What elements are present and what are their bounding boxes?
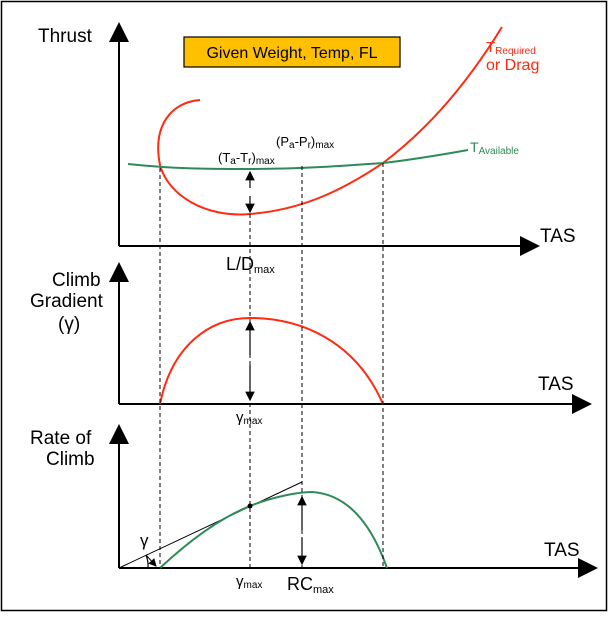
- thrust-panel: Thrust TAS Given Weight, Temp, FL TRequi…: [38, 22, 576, 276]
- roc-tas-label: TAS: [544, 540, 580, 561]
- max-excess-power-label: (Pa-Pr)max: [276, 134, 334, 151]
- given-conditions-banner: [183, 36, 401, 68]
- rc-max-label: RCmax: [287, 574, 334, 596]
- gamma-max-label: γmax: [236, 409, 262, 427]
- given-conditions-text: Given Weight, Temp, FL: [206, 45, 377, 62]
- thrust-required-label: TRequired: [486, 39, 536, 57]
- gradient-label: Gradient: [30, 291, 104, 312]
- or-drag-label: or Drag: [486, 57, 539, 74]
- climb-roc-label: Climb: [46, 449, 95, 470]
- rate-of-climb-panel: Rate of Climb TAS γ γmax RCmax: [30, 424, 598, 596]
- gradient-tas-label: TAS: [538, 374, 574, 395]
- tangent-line: [118, 481, 303, 569]
- thrust-available-curve: [127, 149, 469, 171]
- climb-label: Climb: [52, 270, 101, 291]
- rate-of-climb-curve: [159, 490, 388, 569]
- l-d-max-label: L/Dmax: [226, 254, 275, 276]
- thrust-required-curve: [157, 26, 503, 216]
- max-excess-thrust-label: (Ta-Tr)max: [218, 150, 275, 167]
- climb-gradient-panel: Climb Gradient (γ) TAS γmax: [30, 262, 592, 427]
- gamma-angle-label: γ: [140, 531, 149, 550]
- thrust-tas-label: TAS: [540, 226, 576, 247]
- gamma-paren-label: (γ): [58, 314, 80, 335]
- dashed-guides: [159, 163, 384, 568]
- climb-gradient-curve: [159, 316, 384, 405]
- roc-gamma-max-label: γmax: [236, 573, 262, 591]
- tangent-point: [247, 503, 253, 509]
- rate-of-label: Rate of: [30, 428, 92, 449]
- thrust-axis-label: Thrust: [38, 26, 93, 47]
- gamma-angle-arrow: [145, 554, 157, 567]
- thrust-available-label: TAvailable: [470, 139, 519, 157]
